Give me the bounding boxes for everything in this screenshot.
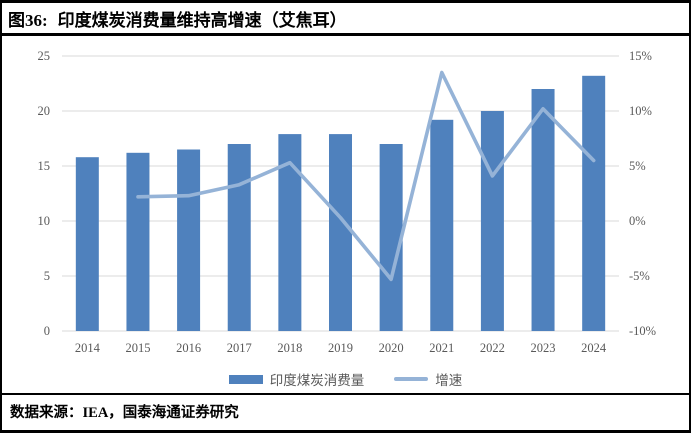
bar-2024 — [582, 75, 606, 331]
growth-rate-line — [136, 70, 596, 282]
left-axis-tick-label: 20 — [38, 104, 51, 118]
left-axis-tick-label: 10 — [38, 214, 51, 228]
data-source-text: 数据来源：IEA，国泰海通证券研究 — [10, 405, 239, 421]
legend-item-consumption: 印度煤炭消费量 — [228, 369, 365, 389]
right-axis-tick-label: 10% — [629, 104, 652, 118]
x-axis-label-2020: 2020 — [379, 341, 404, 355]
left-axis-tick-label: 5 — [44, 269, 50, 283]
bar-2018 — [278, 134, 302, 331]
right-axis-tick-label: -10% — [629, 324, 656, 338]
chart: 0 -10% 5 -5% 10 0% 15 5% 20 10% 25 15% 2014 2015 2016 2… — [38, 49, 657, 355]
page-title: 印度煤炭消费量维持高增速（艾焦耳） — [57, 10, 347, 30]
legend-item-growth: 增速 — [394, 369, 462, 389]
bar-series-swatch — [228, 374, 263, 384]
bar-2022 — [480, 111, 504, 331]
source-row: 数据来源：IEA，国泰海通证券研究 — [2, 393, 689, 428]
right-axis-tick-label: 0% — [629, 214, 646, 228]
right-axis-tick-label: 15% — [629, 49, 652, 63]
figure-number: 图36: — [8, 10, 48, 30]
x-axis-label-2021: 2021 — [429, 341, 454, 355]
right-axis-tick-label: 5% — [629, 159, 646, 173]
left-axis-tick-label: 15 — [38, 159, 51, 173]
left-axis-tick-label: 25 — [38, 49, 51, 63]
chart-legend: 印度煤炭消费量 增速 — [2, 369, 689, 389]
x-axis-label-2024: 2024 — [581, 341, 607, 355]
x-axis-label-2018: 2018 — [277, 341, 302, 355]
chart-area: 0 -10% 5 -5% 10 0% 15 5% 20 10% 25 15% 2014 2015 2016 2… — [2, 36, 689, 393]
legend-label-consumption: 印度煤炭消费量 — [269, 373, 365, 388]
bar-2017 — [227, 144, 251, 331]
x-axis-label-2016: 2016 — [176, 341, 201, 355]
right-axis-tick-label: -5% — [629, 269, 650, 283]
left-axis-tick-label: 0 — [44, 324, 50, 338]
bar-2019 — [329, 134, 352, 331]
line-series-swatch — [394, 377, 429, 381]
x-axis-label-2022: 2022 — [480, 341, 505, 355]
x-axis-label-2017: 2017 — [227, 341, 252, 355]
legend-label-growth: 增速 — [435, 373, 463, 388]
bar-2014 — [75, 157, 99, 331]
bar-2021 — [430, 119, 454, 331]
x-axis-label-2019: 2019 — [328, 341, 353, 355]
bar-2016 — [177, 149, 201, 331]
x-axis-label-2014: 2014 — [75, 341, 101, 355]
x-axis-label-2023: 2023 — [531, 341, 556, 355]
bar-2015 — [126, 152, 150, 331]
figure-title-row: 图36: 印度煤炭消费量维持高增速（艾焦耳） — [2, 3, 689, 36]
x-axis-label-2015: 2015 — [125, 341, 150, 355]
bar-2020 — [379, 144, 403, 331]
bar-2023 — [531, 89, 555, 331]
